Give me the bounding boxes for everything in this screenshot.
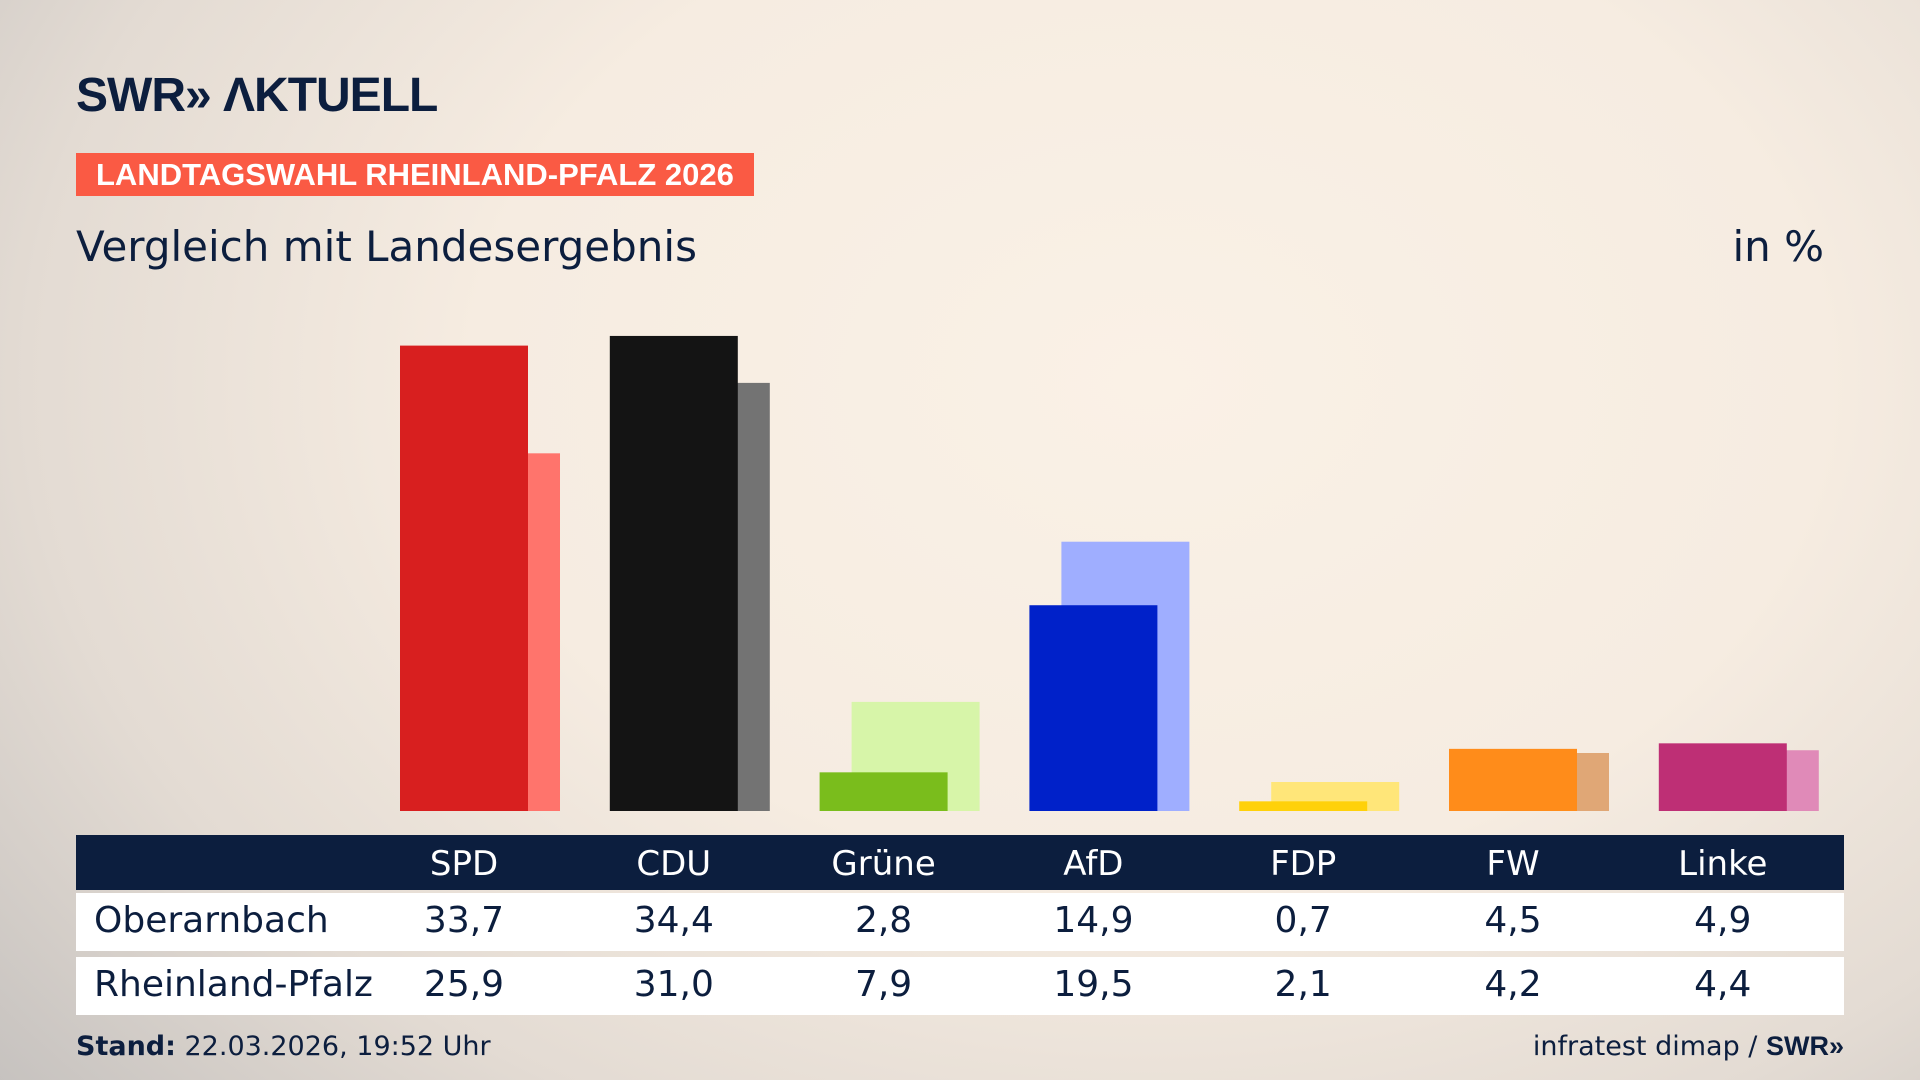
table-cell: 2,1 [1274,964,1332,1005]
table-cell: 25,9 [423,964,505,1005]
column-header: Linke [1678,844,1768,884]
bar-fdp-oberarnbach [1239,801,1368,811]
bar-chart [400,335,1819,811]
swr-aktuell-logo: SWR» ΛKTUELL [76,69,438,122]
source-text: infratest dimap / [1532,1031,1766,1062]
table-cell: 14,9 [1053,900,1134,941]
table-cell: 33,7 [423,900,505,941]
timestamp: Stand: 22.03.2026, 19:52 Uhr [76,1031,491,1062]
table-cell: 4,2 [1484,964,1542,1005]
bar-cdu-oberarnbach [609,335,738,811]
column-header: AfD [1063,844,1124,884]
swr-logo-small: SWR» [1765,1031,1844,1061]
chart-subtitle: Vergleich mit Landesergebnis [76,222,697,271]
table-header: SPD CDU Grüne AfD FDP FW Linke [76,835,1844,890]
column-header: Grüne [831,844,936,884]
bar-linke-oberarnbach [1658,743,1787,811]
bar-fw-oberarnbach [1449,748,1577,811]
table-row: Oberarnbach 33,7 34,4 2,8 14,9 0,7 4,5 4,9 [76,893,1844,951]
bar-grüne-oberarnbach [819,772,948,811]
unit-label: in % [1732,222,1824,271]
column-header: CDU [636,844,712,884]
table-cell: 2,8 [854,900,913,941]
stand-label: Stand: [76,1031,176,1062]
table-row: Rheinland-Pfalz 25,9 31,0 7,9 19,5 2,1 4,2 4,4 [76,957,1844,1015]
table-cell: 0,7 [1274,900,1332,941]
election-badge: LANDTAGSWAHL RHEINLAND-PFALZ 2026 [76,153,754,196]
row-label: Rheinland-Pfalz [94,964,373,1005]
column-header: SPD [429,844,499,884]
table-cell: 4,4 [1694,964,1752,1005]
table-cell: 31,0 [633,964,714,1005]
table-cell: 19,5 [1053,964,1134,1005]
table-cell: 4,9 [1694,900,1752,941]
bar-spd-oberarnbach [400,345,528,811]
column-header: FDP [1270,844,1337,884]
column-header: FW [1486,844,1540,884]
results-table: SPD CDU Grüne AfD FDP FW Linke Oberarnbach 33,… [76,835,1844,1015]
row-label: Oberarnbach [94,900,329,941]
source: infratest dimap / SWR» [1533,1031,1844,1062]
stand-value: 22.03.2026, 19:52 Uhr [175,1031,491,1062]
table-cell: 34,4 [633,900,714,941]
table-cell: 7,9 [854,964,913,1005]
table-cell: 4,5 [1484,900,1542,941]
bar-afd-oberarnbach [1029,605,1158,811]
